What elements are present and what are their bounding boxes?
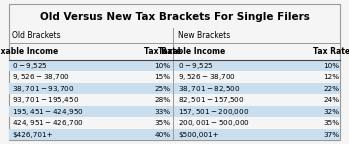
- Text: $9,526-$38,700: $9,526-$38,700: [178, 72, 236, 82]
- Text: 25%: 25%: [154, 86, 170, 92]
- Text: Tax Rate: Tax Rate: [313, 47, 349, 56]
- Bar: [173, 60, 340, 71]
- Bar: [9, 129, 173, 140]
- Text: 35%: 35%: [154, 120, 170, 126]
- Text: 22%: 22%: [324, 86, 340, 92]
- Bar: [9, 106, 173, 117]
- Text: $426,701+: $426,701+: [12, 132, 53, 138]
- Text: 12%: 12%: [324, 74, 340, 80]
- Text: 40%: 40%: [154, 132, 170, 138]
- Text: $424,951-$426,700: $424,951-$426,700: [12, 118, 84, 128]
- Text: 32%: 32%: [324, 109, 340, 115]
- Bar: [173, 129, 340, 140]
- Bar: [9, 60, 173, 71]
- Text: $157,501-$200,000: $157,501-$200,000: [178, 107, 249, 117]
- Bar: [173, 83, 340, 94]
- Text: $200,001-$500,000: $200,001-$500,000: [178, 118, 250, 128]
- Text: 35%: 35%: [324, 120, 340, 126]
- Text: $38,701-$82,500: $38,701-$82,500: [178, 84, 240, 94]
- Text: 28%: 28%: [154, 97, 170, 103]
- Text: 37%: 37%: [324, 132, 340, 138]
- Text: $195,451-$424,950: $195,451-$424,950: [12, 107, 84, 117]
- Text: Taxable Income: Taxable Income: [0, 47, 58, 56]
- Text: 33%: 33%: [154, 109, 170, 115]
- Bar: [9, 83, 173, 94]
- Text: $0-$9,525: $0-$9,525: [178, 60, 214, 71]
- Text: 15%: 15%: [154, 74, 170, 80]
- Text: Taxable Income: Taxable Income: [158, 47, 225, 56]
- Bar: [173, 106, 340, 117]
- Text: New Brackets: New Brackets: [178, 31, 230, 40]
- Text: $38,701-$93,700: $38,701-$93,700: [12, 84, 75, 94]
- Text: $500,001+: $500,001+: [178, 132, 219, 138]
- Text: $9,526-$38,700: $9,526-$38,700: [12, 72, 70, 82]
- Text: Tax Rate: Tax Rate: [144, 47, 181, 56]
- Text: $0-$9,525: $0-$9,525: [12, 60, 48, 71]
- Text: 10%: 10%: [154, 62, 170, 69]
- Text: Old Brackets: Old Brackets: [12, 31, 61, 40]
- Text: 10%: 10%: [324, 62, 340, 69]
- Text: $93,701-$195,450: $93,701-$195,450: [12, 95, 79, 105]
- Text: Old Versus New Tax Brackets For Single Filers: Old Versus New Tax Brackets For Single F…: [39, 12, 310, 22]
- Text: 24%: 24%: [324, 97, 340, 103]
- Text: $82,501-$157,500: $82,501-$157,500: [178, 95, 245, 105]
